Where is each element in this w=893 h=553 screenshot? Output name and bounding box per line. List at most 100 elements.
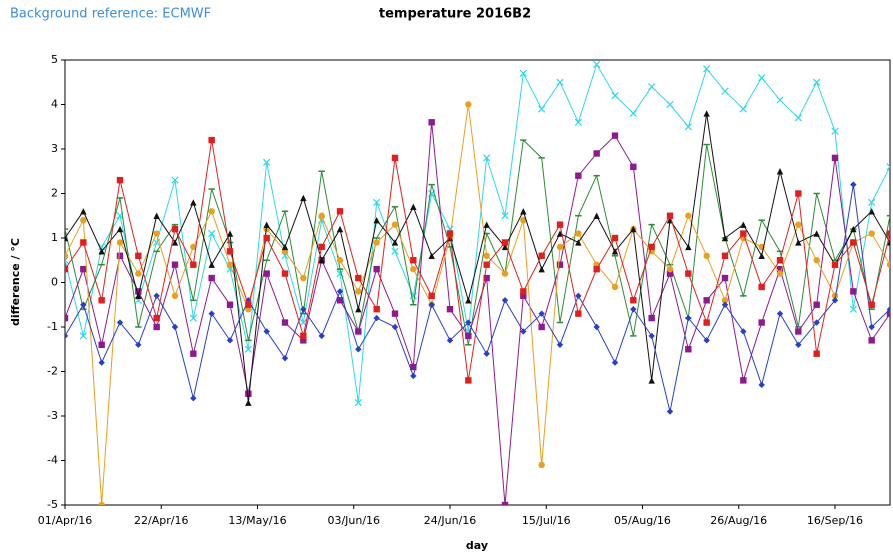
point (831, 127, 839, 135)
point (611, 359, 619, 366)
point (318, 212, 325, 219)
point (208, 274, 215, 282)
point (630, 225, 637, 233)
point (446, 230, 454, 237)
point (703, 319, 710, 326)
point (520, 208, 527, 215)
point (355, 306, 362, 313)
x-tick-label: 13/May/16 (228, 514, 286, 527)
point (208, 261, 215, 268)
series-line (65, 184, 890, 412)
point (80, 265, 87, 273)
point (740, 230, 747, 237)
point (721, 87, 729, 95)
point (813, 350, 820, 357)
point (501, 239, 509, 246)
point (611, 283, 619, 291)
point (758, 74, 766, 82)
point (171, 225, 179, 233)
point (795, 328, 802, 335)
reference-note: Background reference: ECMWF (10, 7, 211, 22)
point (520, 217, 527, 224)
point (813, 257, 820, 264)
point (703, 252, 710, 259)
point (65, 265, 69, 273)
point (776, 265, 784, 273)
y-tick-label: 4 (51, 98, 58, 111)
point (428, 301, 435, 308)
x-tick-label: 16/Sep/16 (807, 514, 863, 527)
point (831, 292, 839, 300)
point (391, 221, 399, 228)
point (666, 270, 674, 277)
point (520, 292, 527, 300)
point (281, 270, 289, 277)
y-tick-label: -3 (47, 409, 58, 422)
point (373, 239, 380, 246)
point (465, 319, 472, 326)
point (135, 288, 142, 295)
point (575, 230, 582, 237)
point (391, 239, 399, 246)
point (318, 243, 325, 251)
point (355, 274, 362, 282)
point (80, 301, 87, 308)
point (483, 154, 491, 162)
point (556, 221, 564, 228)
point (373, 314, 380, 322)
point (886, 163, 890, 171)
point (520, 328, 527, 335)
point (703, 337, 710, 344)
point (721, 234, 729, 242)
point (648, 314, 655, 322)
point (538, 265, 545, 273)
point (556, 243, 564, 251)
point (208, 136, 215, 144)
point (153, 212, 160, 219)
point (556, 78, 564, 86)
point (758, 381, 765, 389)
point (776, 257, 784, 264)
point (538, 252, 545, 259)
series-line (65, 113, 890, 403)
point (740, 377, 747, 384)
x-tick-label: 05/Aug/16 (614, 514, 671, 527)
point (355, 346, 362, 353)
point (795, 341, 802, 348)
point (776, 168, 784, 175)
point (886, 310, 890, 317)
y-tick-label: -4 (47, 454, 58, 467)
point (501, 501, 509, 505)
point (501, 243, 509, 251)
point (519, 69, 527, 77)
point (685, 270, 692, 277)
y-tick-label: 2 (51, 187, 58, 200)
point (538, 105, 546, 113)
point (574, 118, 582, 126)
point (685, 346, 692, 353)
point (465, 297, 472, 304)
point (684, 123, 692, 131)
point (116, 319, 124, 326)
point (850, 225, 857, 233)
point (776, 96, 784, 104)
point (373, 265, 380, 273)
x-tick-label: 15/Jul/16 (522, 514, 571, 527)
point (153, 292, 160, 300)
point (300, 194, 307, 202)
point (721, 297, 729, 304)
point (98, 359, 105, 366)
point (208, 310, 215, 317)
series-line (65, 139, 890, 345)
point (795, 239, 802, 246)
point (391, 247, 399, 255)
point (813, 301, 820, 308)
point (538, 310, 545, 317)
point (685, 212, 692, 219)
point (135, 270, 142, 277)
point (226, 337, 234, 344)
y-tick-label: 3 (51, 142, 58, 155)
y-tick-label: 0 (51, 276, 58, 289)
point (611, 234, 619, 242)
